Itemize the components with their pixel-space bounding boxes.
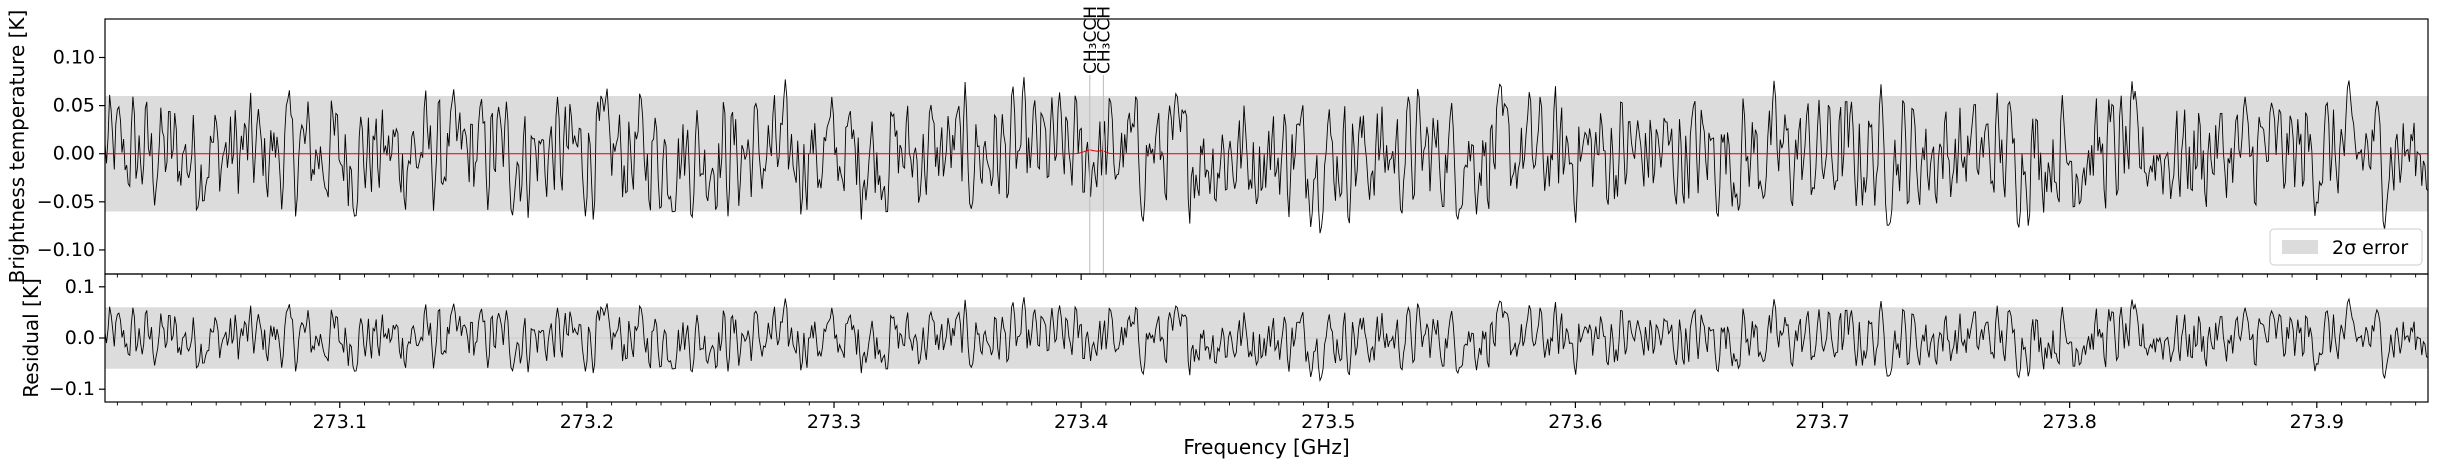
y-tick-label: 0.10 — [53, 46, 95, 68]
bottom-residual-line — [104, 297, 2429, 382]
top-x-ticks — [116, 274, 2417, 280]
top-spectrum-line — [104, 77, 2429, 234]
x-tick-label: 273.5 — [1301, 411, 1355, 433]
line-marker-label-2: CH₃CCH — [1094, 6, 1114, 74]
x-tick-label: 273.9 — [2290, 411, 2344, 433]
x-tick-label: 273.4 — [1054, 411, 1108, 433]
x-tick-label: 273.1 — [313, 411, 367, 433]
x-tick-label: 273.2 — [560, 411, 614, 433]
x-axis-label: Frequency [GHz] — [1183, 435, 1349, 459]
legend-error-label: 2σ error — [2332, 237, 2408, 259]
top-y-ticks: −0.10 −0.05 0.00 0.05 0.10 — [37, 46, 105, 261]
legend: 2σ error — [2269, 228, 2423, 266]
y-tick-label: 0.05 — [53, 95, 95, 117]
legend-error-swatch — [2282, 240, 2318, 254]
x-tick-label: 273.6 — [1548, 411, 1602, 433]
y-tick-label: −0.05 — [37, 191, 95, 213]
x-tick-label: 273.8 — [2042, 411, 2096, 433]
legend-frame — [2269, 228, 2423, 266]
y-tick-label: 0.1 — [65, 276, 95, 298]
bottom-y-ticks: −0.1 0.0 0.1 — [49, 276, 105, 400]
x-tick-label: 273.7 — [1795, 411, 1849, 433]
y-tick-label: 0.0 — [65, 327, 95, 349]
bottom-x-ticks: 273.1 273.2 273.3 273.4 273.5 273.6 273.7 273.8… — [116, 402, 2417, 433]
bottom-y-axis-label: Residual [K] — [19, 278, 43, 398]
bottom-panel: −0.10.00.1 273.1 273.2 273.3 273.4 273.5 273.… — [19, 273, 2429, 459]
top-y-axis-label: Brightness temperature [K] — [5, 10, 29, 284]
top-panel: CH₃CCH CH₃CCH −0.10 −0.05 0.00 0.05 0.10 Bri… — [5, 6, 2429, 284]
y-tick-label: −0.10 — [37, 239, 95, 261]
y-tick-label: −0.1 — [49, 378, 95, 400]
top-model-line — [105, 149, 2428, 155]
y-tick-label: 0.00 — [53, 143, 95, 165]
bottom-axes-frame — [104, 273, 2429, 403]
line-marker-label-1: CH₃CCH — [1081, 6, 1101, 74]
x-tick-label: 273.3 — [807, 411, 861, 433]
